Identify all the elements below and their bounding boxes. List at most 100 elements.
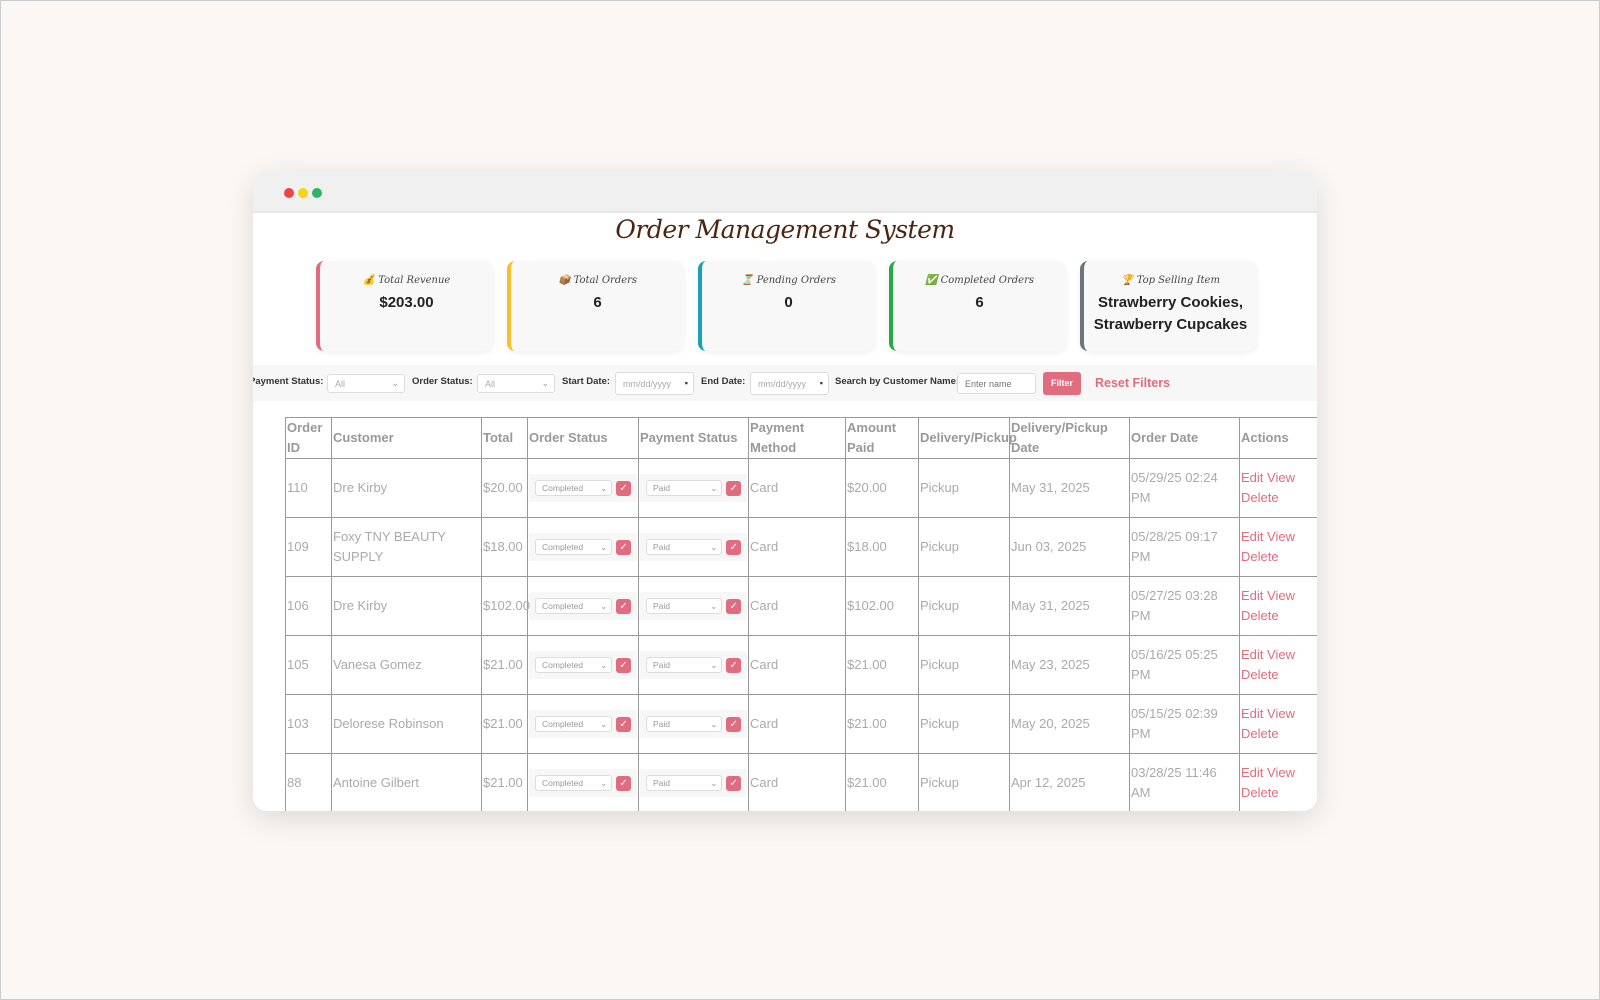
start-date-label: Start Date: bbox=[562, 376, 611, 387]
edit-link[interactable]: Edit bbox=[1241, 588, 1264, 603]
payment-status-value: Paid bbox=[653, 660, 671, 670]
edit-link[interactable]: Edit bbox=[1241, 647, 1264, 662]
delete-link[interactable]: Delete bbox=[1241, 785, 1279, 800]
end-date-input[interactable]: mm/dd/yyyy ▪ bbox=[750, 372, 829, 395]
stat-value: $203.00 bbox=[379, 294, 434, 311]
edit-link[interactable]: Edit bbox=[1241, 706, 1264, 721]
view-link[interactable]: View bbox=[1267, 470, 1295, 485]
order-status-confirm-button[interactable]: ✓ bbox=[616, 775, 631, 791]
stat-label: ⏳ Pending Orders bbox=[702, 275, 875, 286]
amount-paid: $21.00 bbox=[845, 694, 919, 754]
table-row: 106 Dre Kirby $102.00 Completed ⌄ ✓ Paid ⌄ ✓ Card… bbox=[285, 576, 1317, 636]
order-status-value: Completed bbox=[542, 778, 584, 788]
check-icon: ✓ bbox=[619, 718, 628, 730]
view-link[interactable]: View bbox=[1267, 765, 1295, 780]
order-id: 105 bbox=[285, 635, 332, 695]
order-status-select[interactable]: Completed ⌄ bbox=[535, 598, 613, 614]
stat-card-pending-orders: ⏳ Pending Orders 0 bbox=[698, 261, 875, 351]
payment-status-select[interactable]: Paid ⌄ bbox=[646, 657, 723, 673]
view-link[interactable]: View bbox=[1267, 588, 1295, 603]
stat-value: 6 bbox=[593, 294, 602, 311]
delete-link[interactable]: Delete bbox=[1241, 667, 1279, 682]
delivery-date: May 31, 2025 bbox=[1009, 576, 1130, 636]
payment-status-cell: Paid ⌄ ✓ bbox=[638, 458, 749, 518]
check-icon: ✓ bbox=[729, 482, 738, 494]
order-status-select[interactable]: Completed ⌄ bbox=[535, 775, 613, 791]
amount-paid: $102.00 bbox=[845, 576, 919, 636]
amount-paid: $18.00 bbox=[845, 517, 919, 577]
payment-status-control: Paid ⌄ ✓ bbox=[640, 474, 747, 502]
minimize-window-button[interactable] bbox=[298, 188, 308, 198]
start-date-input[interactable]: mm/dd/yyyy ▪ bbox=[615, 372, 694, 395]
chevron-down-icon: ⌄ bbox=[600, 660, 608, 670]
stat-label-text: Completed Orders bbox=[940, 275, 1035, 286]
payment-status-select[interactable]: Paid ⌄ bbox=[646, 598, 723, 614]
order-status-select[interactable]: Completed ⌄ bbox=[535, 480, 613, 496]
payment-status-control: Paid ⌄ ✓ bbox=[640, 533, 747, 561]
payment-status-confirm-button[interactable]: ✓ bbox=[726, 716, 741, 732]
order-status-select[interactable]: Completed ⌄ bbox=[535, 539, 613, 555]
order-status-confirm-button[interactable]: ✓ bbox=[616, 598, 631, 614]
order-status-select[interactable]: Completed ⌄ bbox=[535, 716, 613, 732]
chevron-down-icon: ⌄ bbox=[710, 778, 718, 788]
order-date: 05/29/25 02:24 PM bbox=[1129, 458, 1240, 518]
order-status-select[interactable]: Completed ⌄ bbox=[535, 657, 613, 673]
order-status-confirm-button[interactable]: ✓ bbox=[616, 716, 631, 732]
view-link[interactable]: View bbox=[1267, 706, 1295, 721]
delivery-date: May 31, 2025 bbox=[1009, 458, 1130, 518]
payment-status-select[interactable]: Paid ⌄ bbox=[646, 539, 723, 555]
order-status-value: Completed bbox=[542, 542, 584, 552]
order-status-confirm-button[interactable]: ✓ bbox=[616, 657, 631, 673]
payment-status-confirm-button[interactable]: ✓ bbox=[726, 480, 741, 496]
order-status-control: Completed ⌄ ✓ bbox=[529, 769, 637, 797]
delete-link[interactable]: Delete bbox=[1241, 726, 1279, 741]
order-status-control: Completed ⌄ ✓ bbox=[529, 474, 637, 502]
order-status-select[interactable]: All ⌄ bbox=[477, 374, 555, 393]
filter-button[interactable]: Filter bbox=[1043, 372, 1081, 395]
edit-link[interactable]: Edit bbox=[1241, 765, 1264, 780]
delete-link[interactable]: Delete bbox=[1241, 490, 1279, 505]
package-icon: 📦 bbox=[557, 275, 571, 286]
payment-method: Card bbox=[748, 753, 846, 811]
order-id: 110 bbox=[285, 458, 332, 518]
order-status-confirm-button[interactable]: ✓ bbox=[616, 539, 631, 555]
table-row: 88 Antoine Gilbert $21.00 Completed ⌄ ✓ Paid ⌄ ✓… bbox=[285, 753, 1317, 811]
edit-link[interactable]: Edit bbox=[1241, 470, 1264, 485]
delete-link[interactable]: Delete bbox=[1241, 549, 1279, 564]
payment-status-control: Paid ⌄ ✓ bbox=[640, 769, 747, 797]
check-icon: ✓ bbox=[619, 600, 628, 612]
payment-status-label: Payment Status: bbox=[253, 376, 324, 387]
order-status-control: Completed ⌄ ✓ bbox=[529, 651, 637, 679]
actions-cell: Edit View Delete bbox=[1239, 635, 1317, 695]
order-date: 05/27/25 03:28 PM bbox=[1129, 576, 1240, 636]
order-status-confirm-button[interactable]: ✓ bbox=[616, 480, 631, 496]
delete-link[interactable]: Delete bbox=[1241, 608, 1279, 623]
customer-search-input[interactable] bbox=[957, 373, 1036, 394]
view-link[interactable]: View bbox=[1267, 529, 1295, 544]
payment-status-select[interactable]: Paid ⌄ bbox=[646, 775, 723, 791]
delivery-date: May 23, 2025 bbox=[1009, 635, 1130, 695]
edit-link[interactable]: Edit bbox=[1241, 529, 1264, 544]
maximize-window-button[interactable] bbox=[312, 188, 322, 198]
reset-filters-button[interactable]: Reset Filters bbox=[1095, 376, 1171, 390]
payment-status-confirm-button[interactable]: ✓ bbox=[726, 598, 741, 614]
check-icon: ✓ bbox=[619, 659, 628, 671]
order-status-value: Completed bbox=[542, 660, 584, 670]
payment-status-select[interactable]: Paid ⌄ bbox=[646, 716, 723, 732]
amount-paid: $21.00 bbox=[845, 635, 919, 695]
order-id: 109 bbox=[285, 517, 332, 577]
payment-status-confirm-button[interactable]: ✓ bbox=[726, 775, 741, 791]
payment-status-value: Paid bbox=[653, 542, 671, 552]
check-icon: ✓ bbox=[729, 659, 738, 671]
payment-status-confirm-button[interactable]: ✓ bbox=[726, 539, 741, 555]
payment-status-select[interactable]: All ⌄ bbox=[327, 374, 405, 393]
order-status-value: Completed bbox=[542, 483, 584, 493]
payment-status-confirm-button[interactable]: ✓ bbox=[726, 657, 741, 673]
order-status-cell: Completed ⌄ ✓ bbox=[527, 458, 639, 518]
order-status-value: All bbox=[485, 379, 496, 389]
payment-status-select[interactable]: Paid ⌄ bbox=[646, 480, 723, 496]
delivery-date: May 20, 2025 bbox=[1009, 694, 1130, 754]
view-link[interactable]: View bbox=[1267, 647, 1295, 662]
order-total: $20.00 bbox=[481, 458, 528, 518]
close-window-button[interactable] bbox=[284, 188, 294, 198]
